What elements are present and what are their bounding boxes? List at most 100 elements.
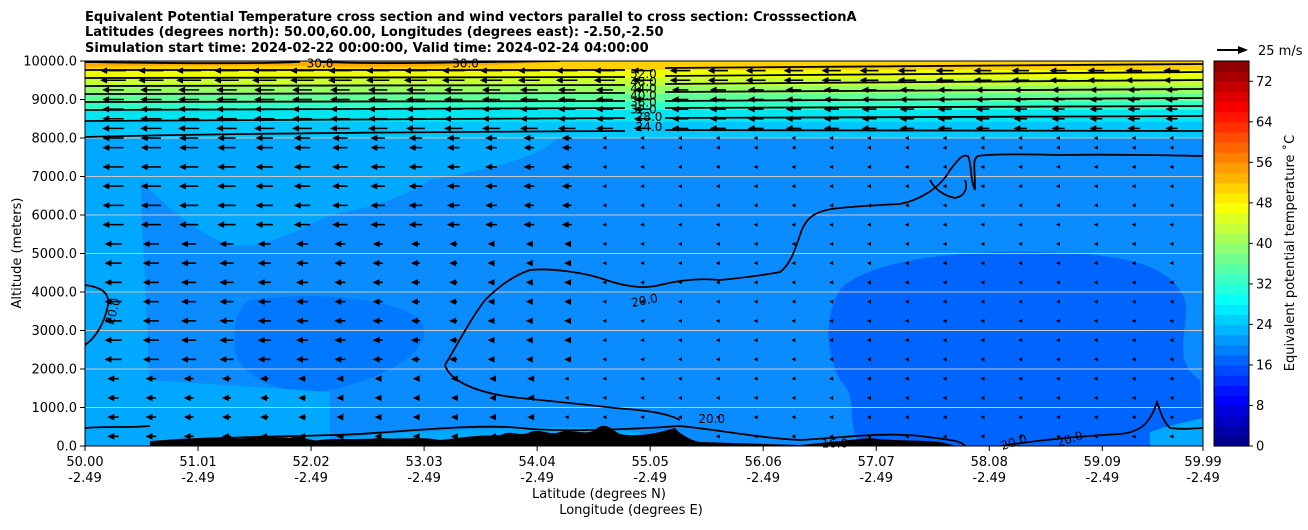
wind-vector-head (975, 86, 983, 94)
wind-vector-head (219, 356, 227, 363)
wind-vector-head (252, 67, 260, 74)
wind-vector-head (861, 86, 869, 94)
wind-vector-head (216, 96, 224, 103)
colorbar-segment (1214, 192, 1249, 204)
wind-vector-head (481, 105, 489, 113)
wind-vector-head (487, 279, 495, 286)
wind-vector-head (791, 338, 796, 343)
wind-vector-head (100, 77, 108, 84)
wind-vector-head (446, 134, 454, 142)
wind-vector-head (564, 279, 572, 286)
wind-vector-head (291, 86, 299, 94)
wind-vector-head (671, 125, 679, 132)
wind-vector-head (1131, 376, 1136, 381)
wind-vector-head (523, 144, 531, 151)
wind-vector-head (602, 145, 607, 150)
wind-vector-head (1131, 164, 1136, 169)
wind-vector-head (715, 241, 720, 246)
wind-vector-head (904, 136, 909, 140)
wind-vector-head (1013, 105, 1021, 113)
field-region-warm-low-right (1150, 418, 1203, 446)
wind-vector-head (1127, 105, 1135, 113)
colorbar-segment (1214, 152, 1249, 163)
wind-vector-head (372, 356, 380, 363)
wind-vector-head (178, 105, 186, 113)
wind-vector-head (142, 279, 150, 286)
wind-vector-head (140, 96, 148, 103)
colorbar-tick-label: 24 (1256, 318, 1273, 333)
wind-vector-head (975, 96, 983, 103)
wind-vector-head (102, 115, 110, 122)
wind-vector-head (259, 433, 267, 440)
wind-vector-head (753, 376, 758, 381)
wind-vector-head (753, 318, 758, 323)
x-tick-label-lon: -2.49 (746, 471, 780, 486)
wind-vector-head (410, 279, 418, 286)
wind-vector-head (1165, 105, 1173, 113)
colorbar-segment (1214, 324, 1249, 336)
wind-vector-head (942, 357, 947, 362)
contour-surface-1 (85, 425, 151, 429)
wind-vector-head (255, 202, 263, 209)
x-axis-label-2: Longitude (degrees E) (559, 503, 703, 518)
wind-vector-head (329, 96, 337, 103)
wind-vector-head (747, 86, 755, 94)
wind-vector-head (1018, 338, 1023, 343)
wind-vector-head (709, 96, 717, 103)
wind-vector-head (1056, 241, 1060, 246)
wind-vector-head (555, 67, 563, 74)
wind-vector-head (142, 317, 150, 325)
contour-label: 30.0 (307, 57, 334, 71)
wind-vector-head (829, 357, 834, 362)
wind-vector-head (715, 136, 720, 140)
wind-vector-head (821, 77, 829, 84)
wind-vector-head (791, 376, 796, 381)
wind-vector-head (1131, 434, 1136, 439)
x-tick-label-lat: 59.99 (1184, 455, 1221, 470)
wind-vector-head (104, 336, 112, 344)
x-tick-label-lat: 50.00 (66, 455, 103, 470)
wind-vector-head (829, 299, 834, 304)
contour-20-lower (444, 364, 681, 421)
wind-vector-head (867, 136, 871, 140)
wind-vector-head (561, 163, 569, 171)
y-tick-label: 0.0 (56, 440, 77, 455)
wind-vector-head (370, 182, 378, 190)
wind-vector-head (564, 336, 572, 344)
wind-vector-head (980, 376, 985, 381)
wind-vector-head (1049, 67, 1057, 74)
wind-vector-head (867, 164, 871, 169)
wind-vector-head (140, 202, 148, 209)
wind-vector-head (715, 299, 720, 304)
wind-vector-head (488, 413, 496, 421)
wind-vector-head (485, 202, 493, 209)
wind-vector-head (1207, 146, 1211, 150)
wind-vector-head (525, 298, 533, 305)
wind-vector-head (412, 375, 420, 382)
wind-vector-head (410, 356, 418, 363)
x-tick-label-lat: 53.03 (405, 455, 442, 470)
colorbar-segment (1214, 182, 1249, 194)
wind-vector-head (1056, 434, 1060, 439)
wind-vector-head (791, 280, 796, 285)
wind-vector-head (370, 202, 378, 209)
wind-vector-head (823, 125, 831, 132)
wind-vector-head (104, 356, 112, 363)
wind-vector-head (293, 163, 301, 171)
wind-vector-head (561, 144, 569, 151)
wind-vector-head (525, 279, 533, 286)
wind-vector-head (214, 77, 222, 84)
wind-vector-head (219, 298, 227, 305)
wind-vector-head (1125, 77, 1133, 84)
contour-label: 20.0 (630, 291, 659, 310)
wind-vector-head (443, 86, 451, 94)
wind-vector-head (1018, 203, 1023, 208)
wind-vector-head (715, 280, 720, 285)
wind-vector-head (254, 86, 262, 94)
x-tick-label-lon: -2.49 (294, 471, 328, 486)
contour-20-mid-loop (929, 179, 968, 199)
wind-vector-head (1169, 145, 1174, 150)
wind-vector-head (633, 115, 641, 122)
wind-vector-head (980, 318, 985, 323)
wind-vector-head (867, 241, 871, 246)
